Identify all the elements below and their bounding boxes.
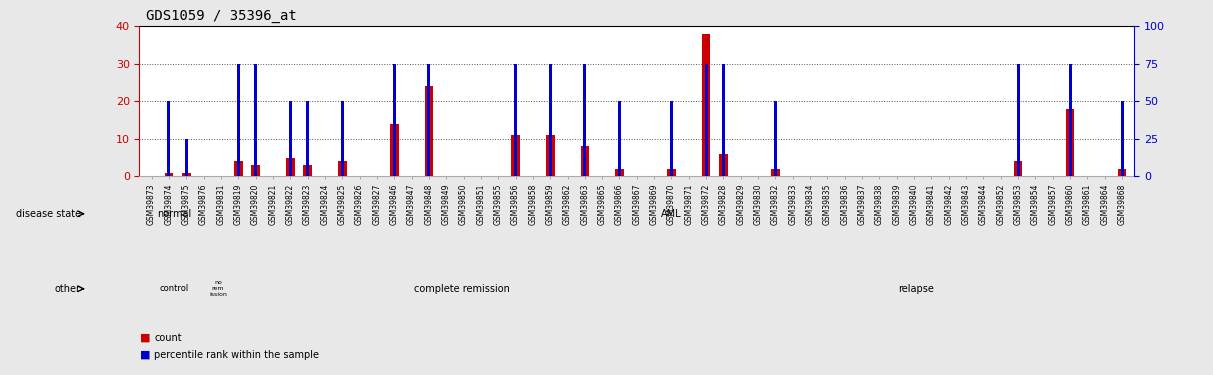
Bar xyxy=(184,139,188,176)
Bar xyxy=(306,101,309,176)
Bar xyxy=(548,64,552,176)
Bar xyxy=(1014,161,1023,176)
Bar xyxy=(1121,101,1123,176)
Bar xyxy=(289,101,292,176)
Bar xyxy=(425,86,433,176)
Bar xyxy=(722,64,725,176)
Text: count: count xyxy=(154,333,182,343)
Text: control: control xyxy=(160,284,189,293)
Bar xyxy=(514,64,517,176)
Text: GDS1059 / 35396_at: GDS1059 / 35396_at xyxy=(146,9,296,23)
Text: normal: normal xyxy=(158,209,192,219)
Text: AML: AML xyxy=(661,209,682,219)
Bar xyxy=(546,135,554,176)
Bar xyxy=(581,146,590,176)
Bar xyxy=(702,34,711,176)
Bar xyxy=(427,64,431,176)
Bar xyxy=(719,154,728,176)
Bar xyxy=(237,64,240,176)
Bar xyxy=(254,64,257,176)
Bar xyxy=(167,101,171,176)
Bar xyxy=(583,64,586,176)
Text: other: other xyxy=(55,284,80,294)
Bar xyxy=(234,161,243,176)
Text: no
rem
ission: no rem ission xyxy=(209,280,227,297)
Bar xyxy=(617,101,621,176)
Bar xyxy=(1069,64,1071,176)
Text: relapse: relapse xyxy=(898,284,934,294)
Bar xyxy=(389,124,399,176)
Bar xyxy=(615,169,623,176)
Text: ■: ■ xyxy=(139,333,150,343)
Bar xyxy=(1016,64,1020,176)
Text: ■: ■ xyxy=(139,350,150,360)
Bar xyxy=(251,165,260,176)
Bar xyxy=(165,172,173,176)
Text: percentile rank within the sample: percentile rank within the sample xyxy=(154,350,319,360)
Bar xyxy=(1066,109,1075,176)
Bar xyxy=(1117,169,1127,176)
Bar xyxy=(670,101,673,176)
Bar xyxy=(341,101,343,176)
Bar xyxy=(182,172,190,176)
Bar xyxy=(774,101,778,176)
Bar xyxy=(667,169,676,176)
Text: complete remission: complete remission xyxy=(415,284,511,294)
Bar xyxy=(511,135,520,176)
Bar xyxy=(393,64,395,176)
Text: disease state: disease state xyxy=(16,209,80,219)
Bar xyxy=(705,64,707,176)
Bar xyxy=(286,158,295,176)
Bar xyxy=(771,169,780,176)
Bar xyxy=(303,165,312,176)
Bar xyxy=(338,161,347,176)
